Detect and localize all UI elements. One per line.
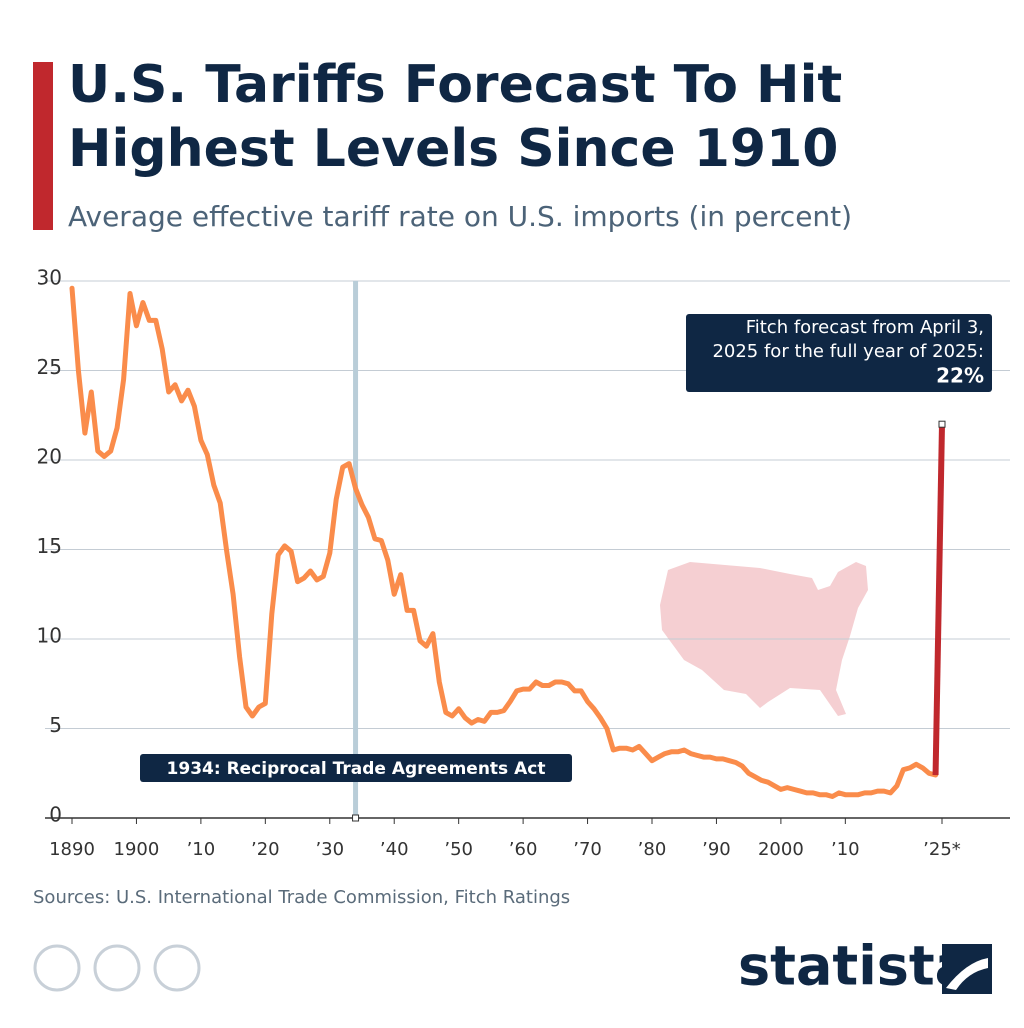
plot: 0 5 10 15 20 25 30 1890 1900 ’10 ’20 ’30 ’40 ’50 ’60 ’7… xyxy=(37,266,1010,860)
source: Sources: U.S. International Trade Commis… xyxy=(33,887,570,908)
title-accent xyxy=(33,62,53,230)
x-tick-label: 1890 xyxy=(49,839,95,860)
annotation-box xyxy=(686,314,992,392)
y-tick-label: 25 xyxy=(37,355,62,379)
chart-title: Highest Levels Since 1910 xyxy=(68,119,838,179)
brand: statista xyxy=(738,935,971,998)
x-tick-label: ’90 xyxy=(702,839,731,860)
y-tick-label: 30 xyxy=(37,266,62,290)
y-tick-label: 0 xyxy=(49,803,62,827)
annotation-text: 2025 for the full year of 2025: xyxy=(712,341,984,362)
x-tick-label: 2000 xyxy=(758,839,804,860)
x-tick-label: ’10 xyxy=(187,839,216,860)
x-tick-label: ’70 xyxy=(573,839,602,860)
forecast-value-label: 22% xyxy=(936,364,984,388)
event-label: 1934: Reciprocal Trade Agreements Act xyxy=(167,759,546,779)
y-tick-label: 5 xyxy=(49,713,62,737)
data-line xyxy=(69,285,939,799)
x-tick-label: ’80 xyxy=(638,839,667,860)
y-tick-label: 20 xyxy=(37,445,62,469)
chart-subtitle: Average effective tariff rate on U.S. im… xyxy=(68,200,852,233)
y-tick-label: 10 xyxy=(37,624,62,648)
x-tick-label: ’10 xyxy=(831,839,860,860)
y-tick-label: 15 xyxy=(37,534,62,558)
x-tick-label: ’25* xyxy=(923,839,961,860)
x-tick-label: ’50 xyxy=(444,839,473,860)
annotation-text: Fitch forecast from April 3, xyxy=(746,317,984,338)
chart-title: U.S. Tariffs Forecast To Hit xyxy=(68,55,842,115)
license-icons xyxy=(33,944,201,992)
brand-icon-wave xyxy=(946,958,988,990)
forecast-line xyxy=(932,424,945,776)
x-tick-label: ’40 xyxy=(380,839,409,860)
event-label-box xyxy=(140,754,572,782)
x-tick-label: ’30 xyxy=(315,839,344,860)
forecast-marker xyxy=(938,420,946,428)
x-tick-label: 1900 xyxy=(114,839,160,860)
x-tick-label: ’20 xyxy=(251,839,280,860)
event-marker xyxy=(352,814,360,822)
x-tick-label: ’60 xyxy=(509,839,538,860)
